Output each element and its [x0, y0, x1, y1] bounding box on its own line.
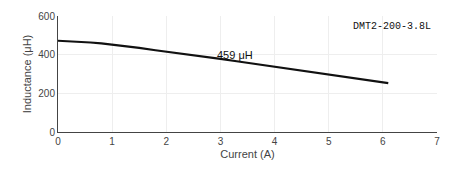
svg-text:400: 400 — [38, 49, 55, 60]
svg-text:0: 0 — [55, 136, 61, 147]
svg-text:200: 200 — [38, 88, 55, 99]
svg-text:3: 3 — [218, 136, 224, 147]
svg-text:600: 600 — [38, 11, 55, 22]
svg-text:4: 4 — [272, 136, 278, 147]
svg-text:459 μH: 459 μH — [217, 49, 253, 61]
svg-text:Inductance (μH): Inductance (μH) — [21, 35, 33, 113]
svg-text:2: 2 — [164, 136, 170, 147]
svg-text:5: 5 — [326, 136, 332, 147]
svg-text:Current (A): Current (A) — [220, 148, 274, 160]
svg-text:0: 0 — [49, 127, 55, 138]
svg-text:7: 7 — [434, 136, 440, 147]
svg-text:DMT2-200-3.8L: DMT2-200-3.8L — [353, 21, 431, 32]
svg-text:6: 6 — [380, 136, 386, 147]
svg-text:1: 1 — [109, 136, 115, 147]
